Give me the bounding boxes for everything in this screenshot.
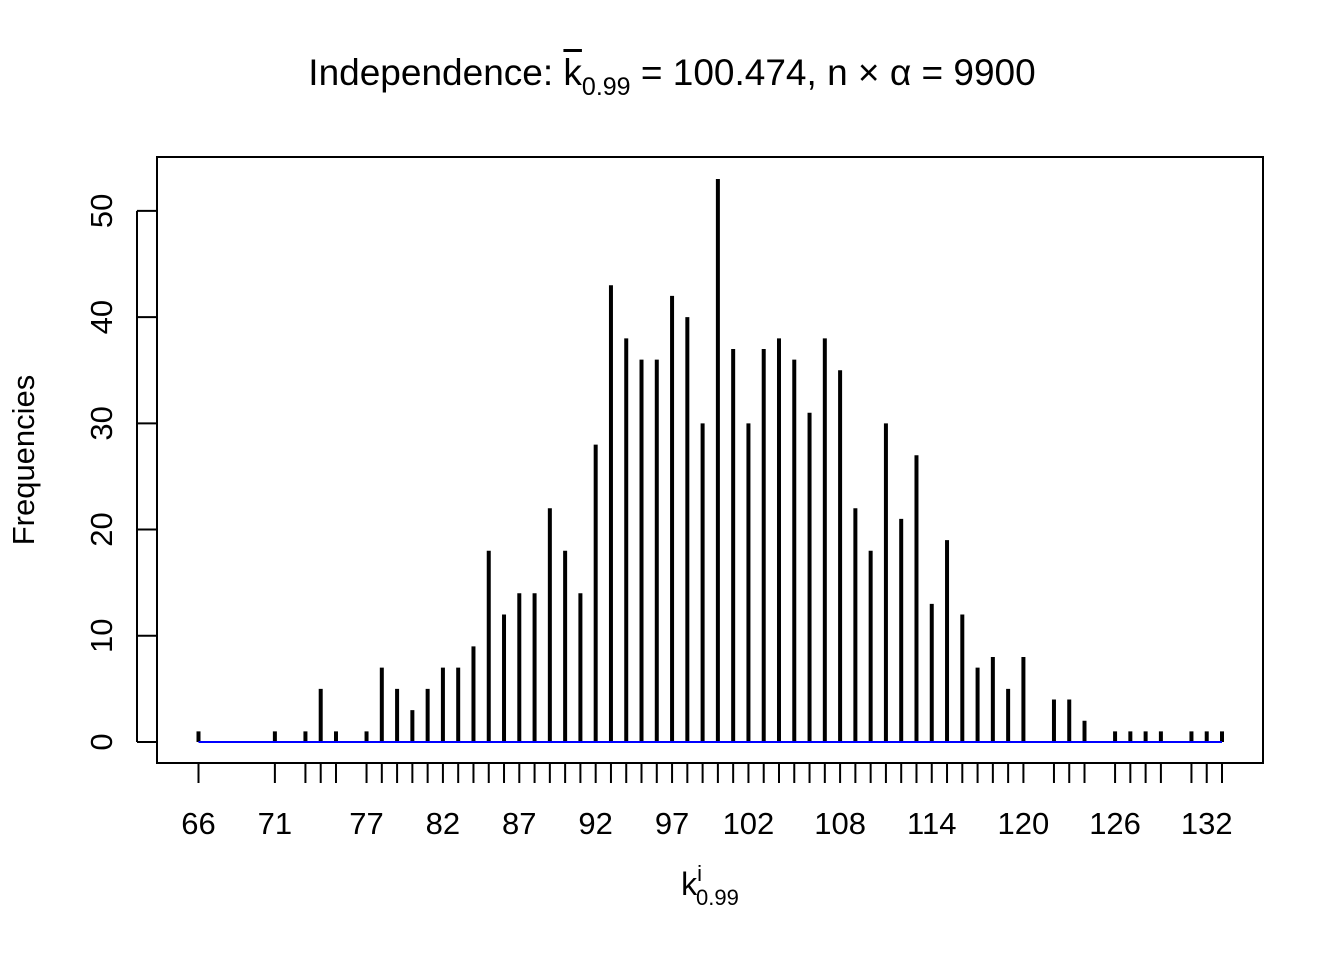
y-tick-label: 20 bbox=[84, 512, 119, 546]
title-suffix: = 9900 bbox=[911, 52, 1036, 93]
y-tick-label: 40 bbox=[84, 300, 119, 334]
y-tick-label: 10 bbox=[84, 619, 119, 653]
title-prefix: Independence: bbox=[308, 52, 564, 93]
x-tick-label: 126 bbox=[1089, 806, 1141, 841]
title-mid: = 100.474, n bbox=[630, 52, 848, 93]
x-tick-label: 71 bbox=[258, 806, 292, 841]
y-tick-label: 30 bbox=[84, 406, 119, 440]
xlabel-subscript: 0.99 bbox=[696, 885, 739, 910]
title-alpha: α bbox=[889, 52, 912, 93]
x-tick-label: 132 bbox=[1181, 806, 1233, 841]
x-tick-label: 97 bbox=[655, 806, 689, 841]
xlabel-superscript: i bbox=[697, 861, 703, 886]
x-tick-label: 114 bbox=[907, 806, 956, 841]
x-tick-label: 108 bbox=[814, 806, 866, 841]
xlabel-base: k bbox=[681, 866, 698, 902]
x-tick-label: 66 bbox=[181, 806, 215, 841]
y-tick-label: 0 bbox=[84, 733, 119, 750]
x-tick-label: 102 bbox=[723, 806, 775, 841]
x-tick-label: 120 bbox=[998, 806, 1050, 841]
y-axis-label: Frequencies bbox=[6, 374, 41, 546]
x-axis-label: ki0.99 bbox=[0, 861, 1344, 910]
plot-frame bbox=[156, 156, 1264, 764]
y-axis: 0 10 20 30 40 50 bbox=[84, 194, 157, 751]
title-times: × bbox=[847, 52, 890, 93]
title-kbar: k bbox=[563, 52, 582, 93]
x-tick-label: 82 bbox=[426, 806, 460, 841]
title-kbar-subscript: 0.99 bbox=[581, 73, 631, 101]
chart-title: Independence: k0.99 = 100.474, n × α = 9… bbox=[0, 52, 1344, 101]
x-tick-label: 92 bbox=[578, 806, 612, 841]
x-tick-label: 87 bbox=[502, 806, 536, 841]
x-axis: 66 71 77 82 87 92 97 102 108 114 120 126 132 bbox=[181, 763, 1233, 841]
bars-group bbox=[196, 179, 1224, 742]
y-tick-label: 50 bbox=[84, 194, 119, 228]
x-tick-label: 77 bbox=[349, 806, 383, 841]
